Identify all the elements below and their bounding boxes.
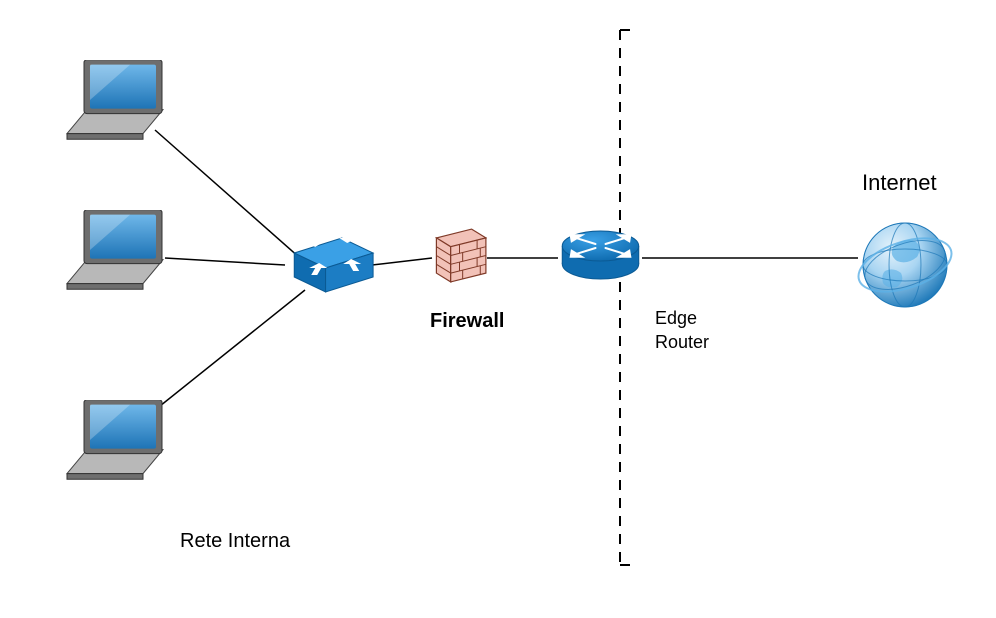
edge-router-label-1: Edge <box>655 308 697 329</box>
laptop-2 <box>65 210 165 290</box>
internet-globe-icon <box>855 215 955 315</box>
edge-router-icon <box>558 225 643 285</box>
network-switch-icon <box>280 235 375 295</box>
rete-interna-label: Rete Interna <box>180 530 290 553</box>
laptop-3 <box>65 400 165 480</box>
firewall-label: Firewall <box>430 310 504 333</box>
edge-router-label-2: Router <box>655 332 709 353</box>
internet-label: Internet <box>862 170 937 196</box>
laptop-1 <box>65 60 165 140</box>
firewall-icon <box>432 228 487 283</box>
